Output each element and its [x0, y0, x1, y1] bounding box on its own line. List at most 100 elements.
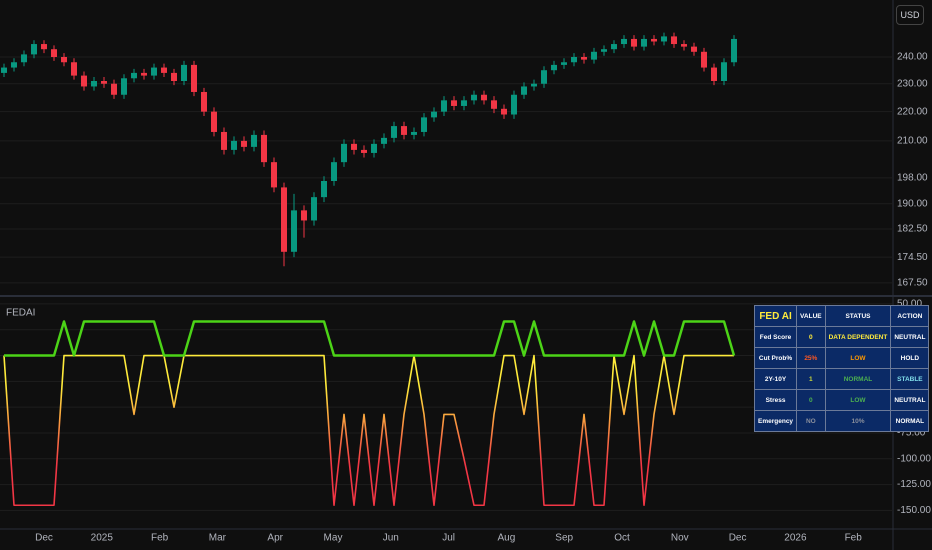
y-tick-label: 50.00 [897, 299, 922, 310]
candle-body [571, 56, 577, 63]
candle-body [391, 126, 397, 138]
candle-body [91, 81, 97, 87]
y-tick-label: 230.00 [897, 78, 928, 89]
table-cell: LOW [824, 389, 892, 411]
table-cell: NEUTRAL [890, 389, 930, 411]
candle-body [581, 56, 587, 60]
table-cell: NEUTRAL [890, 326, 930, 348]
candle-body [611, 44, 617, 50]
candle-body [661, 36, 667, 42]
candle-body [441, 100, 447, 112]
candle-body [231, 140, 237, 150]
candle-body [601, 49, 607, 52]
candle-body [141, 72, 147, 76]
table-cell: ACTION [890, 305, 930, 327]
table-cell: STATUS [824, 305, 892, 327]
y-tick-label: 220.00 [897, 106, 928, 117]
x-tick-label: 2026 [784, 533, 807, 544]
candle-body [301, 210, 307, 221]
candle-body [191, 64, 197, 92]
candle-body [531, 83, 537, 87]
candle-body [421, 117, 427, 132]
x-tick-label: May [324, 533, 343, 544]
candle-body [171, 72, 177, 82]
table-cell: VALUE [796, 305, 826, 327]
candle-body [211, 111, 217, 132]
candle-body [561, 62, 567, 65]
x-tick-label: 2025 [91, 533, 114, 544]
table-row: Fed Score 0 DATA DEPENDENT NEUTRAL [753, 326, 930, 348]
candle-body [31, 44, 37, 55]
table-cell: 2Y-10Y [753, 368, 798, 390]
x-tick-label: Aug [498, 533, 516, 544]
x-tick-label: Sep [555, 533, 573, 544]
fed-table: FED AI VALUE STATUS ACTION Fed Score 0 D… [753, 305, 930, 432]
candle-body [161, 67, 167, 73]
candle-body [461, 100, 467, 106]
table-row: Cut Prob% 25% LOW HOLD [753, 347, 930, 369]
y-tick-label: 174.50 [897, 252, 928, 263]
y-tick-label: -75.00 [897, 428, 926, 439]
table-cell: Emergency [753, 410, 798, 432]
candle-body [51, 49, 57, 57]
y-tick-label: -100.00 [897, 453, 931, 464]
grid [0, 56, 893, 511]
candle-body [81, 75, 87, 87]
y-tick-label: 210.00 [897, 136, 928, 147]
candle-body [551, 64, 557, 71]
x-tick-label: Dec [35, 533, 53, 544]
candle-body [131, 72, 137, 79]
x-tick-label: Nov [671, 533, 689, 544]
candle-body [1, 67, 7, 73]
x-tick-label: Mar [209, 533, 227, 544]
candle-body [221, 131, 227, 150]
y-tick-label: 182.50 [897, 224, 928, 235]
candle-body [631, 38, 637, 47]
candle-body [251, 134, 257, 147]
candle-body [241, 140, 247, 147]
candle-body [711, 67, 717, 82]
candle-body [481, 94, 487, 101]
table-cell: 10% [824, 410, 892, 432]
indicator-line [3, 354, 734, 507]
candle-body [641, 38, 647, 47]
candle-body [501, 108, 507, 115]
y-tick-label: 190.00 [897, 198, 928, 209]
x-tick-label: Jul [442, 533, 455, 544]
y-tick-label: 167.50 [897, 278, 928, 289]
candle-body [371, 143, 377, 153]
indicator-title: FEDAI [6, 308, 35, 319]
candle-body [451, 100, 457, 106]
table-cell: 1 [796, 368, 826, 390]
candle-body [401, 126, 407, 135]
table-cell: DATA DEPENDENT [824, 326, 892, 348]
table-header: FED AI VALUE STATUS ACTION [753, 305, 930, 327]
candle-body [361, 149, 367, 153]
table-cell: NO [796, 410, 826, 432]
table-row: Emergency NO 10% NORMAL [753, 410, 930, 432]
x-tick-label: Feb [845, 533, 863, 544]
candle-body [201, 91, 207, 112]
candle-body [431, 111, 437, 118]
currency-button[interactable]: USD [896, 5, 924, 25]
table-cell: Stress [753, 389, 798, 411]
candle-body [691, 46, 697, 52]
table-cell: STABLE [890, 368, 930, 390]
y-tick-label: -125.00 [897, 479, 931, 490]
table-row: 2Y-10Y 1 NORMAL STABLE [753, 368, 930, 390]
table-cell: 0 [796, 326, 826, 348]
candle-body [511, 94, 517, 115]
table-cell: Cut Prob% [753, 347, 798, 369]
candle-body [341, 143, 347, 163]
table-cell: LOW [824, 347, 892, 369]
table-cell: 0 [796, 389, 826, 411]
candle-body [261, 134, 267, 163]
marks [1, 32, 737, 507]
candle-body [491, 100, 497, 109]
x-tick-label: Apr [267, 533, 283, 544]
candle-body [121, 78, 127, 95]
candle-body [731, 38, 737, 63]
table-cell: FED AI [753, 305, 798, 327]
